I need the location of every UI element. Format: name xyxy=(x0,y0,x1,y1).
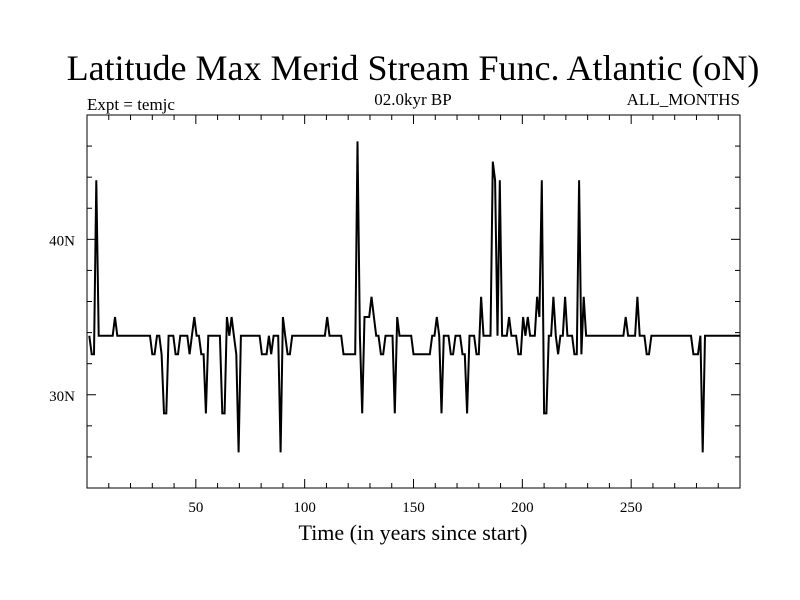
x-tick-label: 50 xyxy=(188,500,203,516)
subtitle-left: Expt = temjc xyxy=(87,95,175,114)
subtitle-right: ALL_MONTHS xyxy=(627,90,740,109)
x-tick-label: 150 xyxy=(402,500,425,516)
y-tick-label: 40N xyxy=(49,233,75,249)
x-tick-label: 100 xyxy=(293,500,316,516)
subtitle-center: 02.0kyr BP xyxy=(374,90,451,109)
series-line xyxy=(88,141,740,453)
x-axis-label: Time (in years since start) xyxy=(299,520,528,545)
plot-frame xyxy=(86,114,741,489)
y-axis: 30N 40N xyxy=(49,145,740,458)
x-tick-label: 250 xyxy=(620,500,643,516)
x-axis: 50 100 150 200 250 xyxy=(108,115,719,516)
x-tick-label: 200 xyxy=(511,500,534,516)
y-tick-label: 30N xyxy=(49,389,75,405)
chart-title: Latitude Max Merid Stream Func. Atlantic… xyxy=(67,48,760,88)
